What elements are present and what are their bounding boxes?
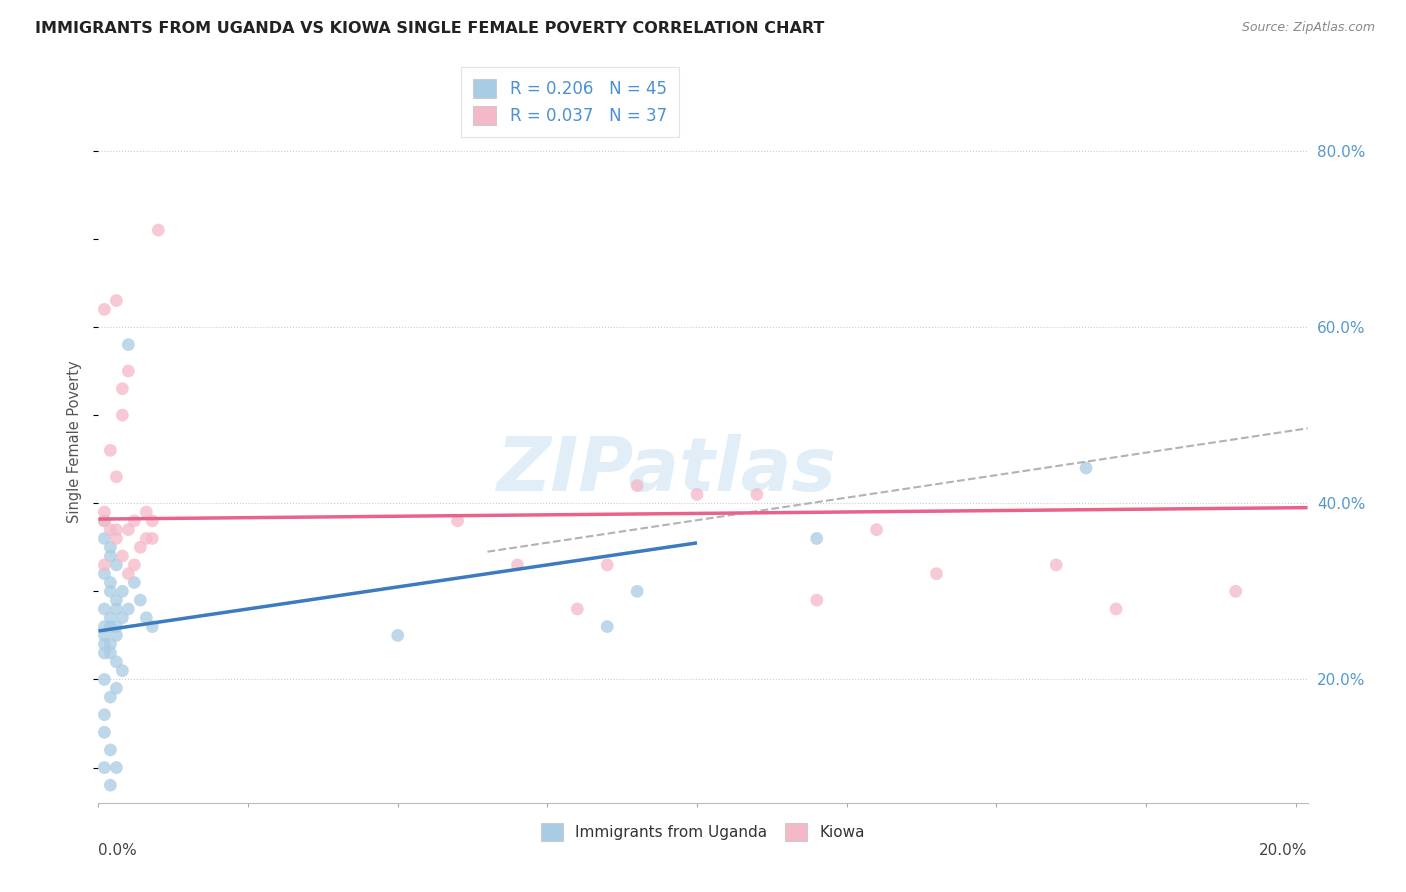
Point	[93, 514, 115, 528]
Point	[141, 532, 163, 546]
Point	[100, 646, 122, 660]
Point	[117, 337, 139, 351]
Point	[1105, 602, 1128, 616]
Point	[806, 532, 828, 546]
Point	[93, 673, 115, 687]
Legend: Immigrants from Uganda, Kiowa: Immigrants from Uganda, Kiowa	[536, 817, 870, 847]
Point	[105, 602, 128, 616]
Point	[105, 619, 128, 633]
Point	[686, 487, 709, 501]
Point	[105, 628, 128, 642]
Point	[100, 778, 122, 792]
Point	[100, 619, 122, 633]
Point	[596, 619, 619, 633]
Point	[100, 611, 122, 625]
Point	[387, 628, 409, 642]
Point	[105, 470, 128, 484]
Point	[105, 593, 128, 607]
Point	[141, 619, 163, 633]
Text: 0.0%: 0.0%	[98, 843, 138, 857]
Text: IMMIGRANTS FROM UGANDA VS KIOWA SINGLE FEMALE POVERTY CORRELATION CHART: IMMIGRANTS FROM UGANDA VS KIOWA SINGLE F…	[35, 21, 824, 37]
Point	[124, 558, 146, 572]
Point	[117, 364, 139, 378]
Point	[93, 646, 115, 660]
Point	[93, 725, 115, 739]
Point	[105, 523, 128, 537]
Point	[93, 707, 115, 722]
Point	[105, 558, 128, 572]
Point	[111, 408, 134, 422]
Point	[141, 514, 163, 528]
Point	[117, 602, 139, 616]
Point	[626, 584, 648, 599]
Point	[117, 566, 139, 581]
Point	[105, 293, 128, 308]
Point	[1225, 584, 1247, 599]
Point	[93, 637, 115, 651]
Text: Source: ZipAtlas.com: Source: ZipAtlas.com	[1241, 21, 1375, 35]
Point	[100, 575, 122, 590]
Point	[105, 681, 128, 696]
Point	[135, 532, 157, 546]
Point	[100, 549, 122, 563]
Point	[100, 584, 122, 599]
Point	[100, 637, 122, 651]
Point	[129, 541, 152, 555]
Point	[567, 602, 589, 616]
Y-axis label: Single Female Poverty: Single Female Poverty	[67, 360, 83, 523]
Point	[100, 690, 122, 704]
Point	[93, 602, 115, 616]
Point	[111, 611, 134, 625]
Point	[124, 575, 146, 590]
Point	[100, 523, 122, 537]
Point	[135, 611, 157, 625]
Text: ZIPatlas: ZIPatlas	[496, 434, 837, 507]
Point	[506, 558, 529, 572]
Point	[93, 566, 115, 581]
Point	[124, 514, 146, 528]
Point	[100, 541, 122, 555]
Point	[111, 549, 134, 563]
Point	[117, 523, 139, 537]
Point	[148, 223, 170, 237]
Point	[111, 584, 134, 599]
Text: 20.0%: 20.0%	[1260, 843, 1308, 857]
Point	[100, 443, 122, 458]
Point	[93, 302, 115, 317]
Point	[806, 593, 828, 607]
Point	[626, 478, 648, 492]
Point	[93, 628, 115, 642]
Point	[135, 505, 157, 519]
Point	[100, 743, 122, 757]
Point	[93, 619, 115, 633]
Point	[596, 558, 619, 572]
Point	[1074, 461, 1097, 475]
Point	[93, 505, 115, 519]
Point	[1045, 558, 1067, 572]
Point	[105, 655, 128, 669]
Point	[93, 760, 115, 774]
Point	[105, 760, 128, 774]
Point	[93, 558, 115, 572]
Point	[111, 382, 134, 396]
Point	[93, 514, 115, 528]
Point	[925, 566, 948, 581]
Point	[865, 523, 887, 537]
Point	[745, 487, 768, 501]
Point	[93, 532, 115, 546]
Point	[105, 532, 128, 546]
Point	[129, 593, 152, 607]
Point	[111, 664, 134, 678]
Point	[446, 514, 468, 528]
